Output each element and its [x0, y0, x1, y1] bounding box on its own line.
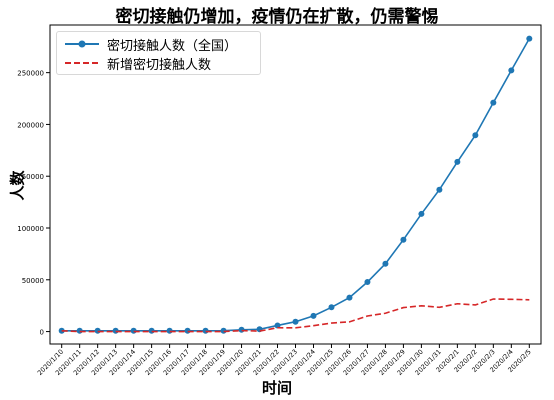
data-point-cumulative: [400, 236, 407, 243]
y-tick-label: 150000: [17, 173, 44, 181]
data-point-cumulative: [364, 279, 371, 286]
series-line-new: [61, 298, 530, 333]
data-point-cumulative: [490, 99, 497, 106]
data-point-cumulative: [346, 294, 353, 301]
data-point-cumulative: [292, 318, 299, 325]
data-point-cumulative: [418, 210, 425, 217]
data-point-cumulative: [310, 312, 317, 319]
legend-entry-new: 新增密切接触人数: [63, 54, 212, 73]
y-tick-label: 100000: [17, 225, 44, 233]
legend-label-cumulative: 密切接触人数（全国）: [107, 38, 238, 54]
data-point-cumulative: [328, 304, 335, 311]
data-point-cumulative: [382, 260, 389, 267]
x-axis-label: 时间: [261, 379, 292, 397]
data-point-cumulative: [454, 158, 461, 165]
y-tick-label: 250000: [17, 70, 44, 78]
chart-title: 密切接触仍增加，疫情仍在扩散，仍需警惕: [115, 7, 439, 27]
legend-swatch-new: [65, 62, 99, 64]
data-point-cumulative: [508, 67, 515, 74]
legend-label-new: 新增密切接触人数: [107, 57, 212, 73]
series-line-cumulative: [61, 38, 531, 332]
data-point-cumulative: [472, 132, 479, 139]
data-point-cumulative: [436, 186, 443, 193]
y-tick-label: 200000: [17, 121, 44, 129]
legend: 密切接触人数（全国） 新增密切接触人数: [56, 31, 261, 75]
y-axis-label: 人数: [8, 170, 27, 201]
y-tick-label: 0: [40, 329, 44, 337]
data-point-cumulative: [526, 35, 533, 42]
y-tick-label: 50000: [22, 277, 44, 285]
legend-swatch-cumulative: [65, 40, 99, 48]
data-point-cumulative: [238, 326, 245, 333]
legend-entry-cumulative: 密切接触人数（全国）: [63, 35, 238, 54]
